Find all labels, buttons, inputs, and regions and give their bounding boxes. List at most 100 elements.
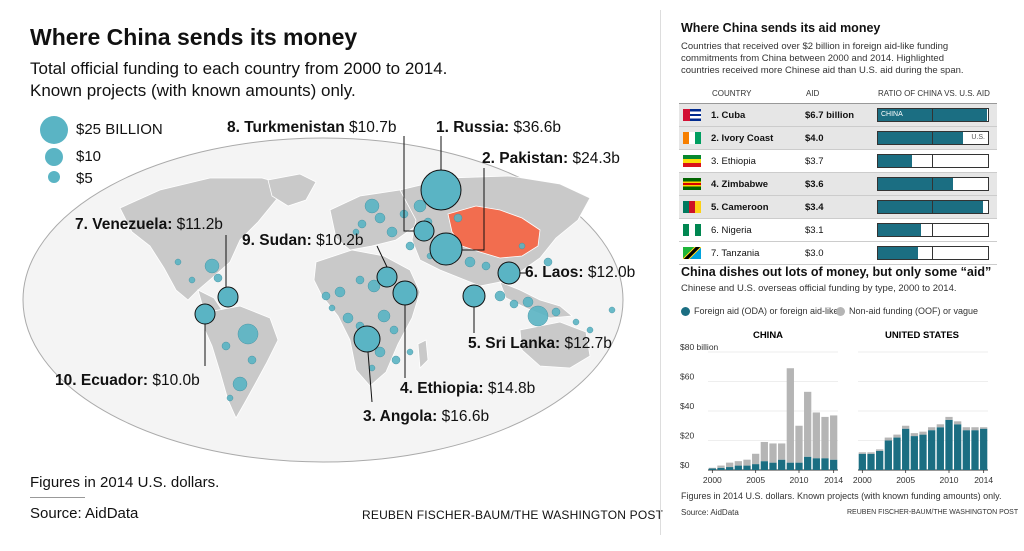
x-tick-label: 2005 [896,475,915,485]
madagascar-shape [417,339,429,369]
leader-lines [204,136,528,403]
ratio-bar [877,223,989,237]
ethiopia-bubble [392,280,418,306]
north-america-shape [119,177,291,301]
footer-divider [30,497,85,498]
ethiopia-flag-icon [683,155,701,167]
aid-row-country: 1. Cuba [711,103,805,127]
ratio-bar-fill [878,132,963,144]
aid-bar [962,430,970,470]
ratio-midline [932,177,933,191]
header-country: COUNTRY [711,83,805,104]
aid-table-row: 2. Ivory Coast $4.0 U.S. [679,126,997,150]
ratio-midline [932,108,933,122]
ratio-midline [932,154,933,168]
nonaid-bar [830,415,838,460]
aid-bar [786,462,794,470]
nonaid-bar [708,467,716,469]
minor-bubbles [174,198,616,402]
legend-circle-25b [40,116,68,144]
australia-shape [519,321,591,369]
venezuela-bubble [217,286,239,308]
nonaid-bar [893,434,901,438]
ratio-bar [877,177,989,191]
aid-bar [734,465,742,470]
nonaid-bar [980,427,988,429]
ecuador-bubble [194,303,216,325]
nonaid-bar [962,427,970,431]
x-tick-label: 2010 [790,475,809,485]
aid-table-row: 5. Cameroon $3.4 [679,195,997,219]
nonaid-bar [769,443,777,463]
nonaid-bar [954,421,962,425]
subtitle-line-1: Total official funding to each country f… [30,59,448,78]
nonaid-bar [867,452,875,454]
aid-table-header: COUNTRY AID RATIO OF CHINA VS. U.S. AID [679,83,997,104]
aid-row-country: 3. Ethiopia [711,149,805,173]
legend-circle-5b [48,171,60,183]
aid-bar [902,428,910,470]
nonaid-bar [910,433,918,437]
aid-bar [928,430,936,470]
y-tick-label: $0 [680,460,690,470]
us-funding-chart: UNITED STATES 2000 2005 2010 2014 [853,330,994,485]
aid-row-country: 4. Zimbabwe [711,172,805,196]
ratio-bar: U.S. [877,131,989,145]
cameroon-flag-icon [683,201,701,213]
cuba-flag-icon [683,109,701,121]
zimbabwe-flag-icon [683,178,701,190]
nonaid-bar [778,443,786,460]
aid-bar [954,424,962,470]
legend-aid: Foreign aid (ODA) or foreign aid-like [681,306,839,317]
map-label-pakistan: 2. Pakistan: $24.3b [482,150,620,167]
aid-bar [910,436,918,470]
aid-table-row: 4. Zimbabwe $3.6 [679,172,997,196]
ratio-bar-fill [878,178,953,190]
nonaid-bar [812,412,820,459]
sri-lanka-bubble [462,284,486,308]
aid-bar [804,456,812,470]
aid-bar [708,468,716,470]
map-label-sri-lanka: 5. Sri Lanka: $12.7b [468,335,612,352]
nonaid-bar [795,425,803,463]
nonaid-bar [876,449,884,451]
aid-bar [936,427,944,470]
nonaid-bar [734,461,742,466]
aid-row-country: 6. Nigeria [711,218,805,242]
aid-bar [743,465,751,470]
tanzania-flag-icon [683,247,701,259]
funding-credit: REUBEN FISCHER-BAUM/THE WASHINGTON POST [847,509,1019,516]
funding-panel-subtitle: Chinese and U.S. overseas official fundi… [681,283,957,294]
map-label-angola: 3. Angola: $16.6b [363,408,490,425]
header-aid: AID [805,83,877,104]
china-funding-chart: CHINA $0 $20 $40 $60 $80 billion 2000 2005 2010 2… [680,330,843,485]
aid-bar [821,458,829,470]
aid-bar [778,459,786,470]
size-legend-circles [40,116,68,183]
sudan-bubble [376,266,398,288]
legend-nonaid-swatch [836,307,845,317]
aid-bar [830,459,838,470]
ratio-bar-fill [878,224,921,236]
nonaid-bar [858,452,866,454]
size-legend-25b: $25 BILLION [76,121,163,138]
aid-bar [858,453,866,470]
aid-bar [795,462,803,470]
map-label-turkmenistan: 8. Turkmenistan $10.7b [227,119,397,136]
size-legend-10b: $10 [76,148,102,165]
funding-panel-title: China dishes out lots of money, but only… [681,265,992,279]
aid-row-country: 2. Ivory Coast [711,126,805,150]
map-label-venezuela: 7. Venezuela: $11.2b [75,216,223,233]
page-subtitle: Total official funding to each country f… [30,58,530,102]
nonaid-bar [752,453,760,465]
aid-table-row: 3. Ethiopia $3.7 [679,149,997,173]
map-label-sudan: 9. Sudan: $10.2b [242,232,364,249]
europe-shape [329,189,421,251]
aid-bar [971,430,979,470]
ratio-bar [877,154,989,168]
aid-table-row: 1. Cuba $6.7 billion CHINA [679,103,997,127]
x-tick-label: 2010 [940,475,959,485]
ratio-bar [877,246,989,260]
map-label-ethiopia: 4. Ethiopia: $14.8b [400,380,536,397]
aid-row-country: 5. Cameroon [711,195,805,219]
